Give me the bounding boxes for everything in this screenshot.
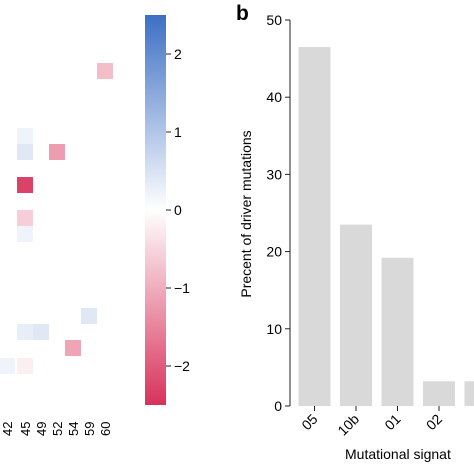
- heatmap-cell: [17, 177, 33, 193]
- heatmap-x-tick-label: 60: [98, 422, 113, 436]
- bars: [298, 47, 474, 407]
- heatmap-cell: [17, 324, 33, 340]
- colorbar-gradient: [145, 15, 166, 405]
- bar: [423, 381, 455, 406]
- bar: [340, 224, 372, 406]
- heatmap-x-tick-labels: 42 45 49 52 54 59 60: [0, 422, 113, 436]
- bar: [381, 257, 414, 406]
- y-axis-label: Precent of driver mutations: [238, 130, 254, 297]
- colorbar-tick-label: 0: [174, 202, 182, 218]
- heatmap-x-tick-label: 45: [18, 422, 33, 436]
- y-tick-label: 20: [266, 244, 282, 260]
- heatmap-cell: [49, 144, 65, 160]
- x-axis-label: Mutational signat: [345, 446, 451, 462]
- heatmap-cell: [17, 226, 33, 242]
- heatmap-cell: [0, 358, 15, 374]
- bar-chart-panel: b 0 10 20 30 40 50 05 10b 01 02 Precent of drive…: [236, 2, 474, 462]
- y-tick-label: 50: [266, 12, 282, 28]
- colorbar-tick-label: 1: [174, 124, 182, 140]
- heatmap-cell: [65, 340, 81, 356]
- y-axis-ticks: 0 10 20 30 40 50: [266, 12, 290, 414]
- heatmap-x-tick-label: 59: [82, 422, 97, 436]
- panel-label: b: [236, 2, 249, 25]
- heatmap-x-tick-label: 52: [50, 422, 65, 436]
- y-tick-label: 10: [266, 321, 282, 337]
- colorbar-tick-label: −1: [174, 280, 190, 296]
- heatmap-panel: 42 45 49 52 54 59 60: [0, 63, 113, 436]
- colorbar-tick-label: 2: [174, 46, 182, 62]
- heatmap-x-tick-label: 54: [66, 422, 81, 436]
- y-tick-label: 40: [266, 89, 282, 105]
- heatmap-cell: [81, 308, 97, 324]
- heatmap-cell: [17, 128, 33, 144]
- y-tick-label: 0: [274, 398, 282, 414]
- heatmap-cell: [97, 63, 113, 79]
- colorbar: 2 1 0 −1 −2: [145, 15, 190, 405]
- heatmap-cell: [17, 358, 33, 374]
- heatmap-cell: [33, 324, 49, 340]
- x-tick-label: 05: [298, 411, 320, 433]
- heatmap-x-tick-label: 49: [34, 422, 49, 436]
- x-tick-label: 02: [423, 411, 445, 433]
- x-tick-label: 10b: [334, 411, 362, 439]
- heatmap-x-tick-label: 42: [0, 422, 15, 436]
- bar: [464, 381, 474, 406]
- heatmap-cell: [17, 210, 33, 226]
- y-tick-label: 30: [266, 166, 282, 182]
- heatmap-cell: [17, 144, 33, 160]
- colorbar-tick-label: −2: [174, 358, 190, 374]
- colorbar-ticks: 2 1 0 −1 −2: [166, 46, 190, 374]
- bar: [298, 47, 331, 407]
- x-axis-ticks: 05 10b 01 02: [298, 406, 445, 439]
- x-tick-label: 01: [381, 411, 403, 433]
- heatmap-cells: [0, 63, 113, 374]
